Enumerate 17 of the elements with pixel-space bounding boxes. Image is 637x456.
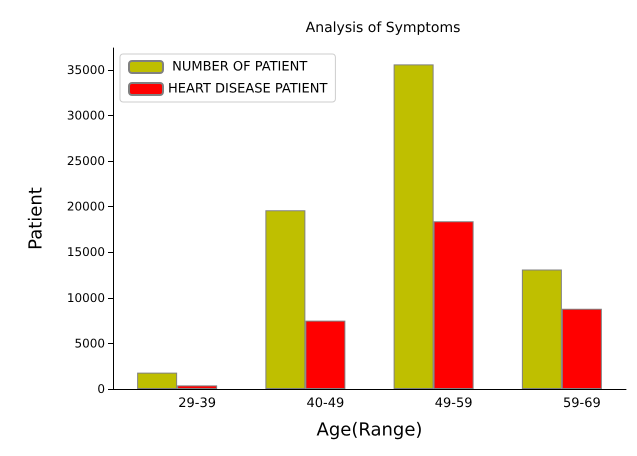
y-tick-label: 35000 xyxy=(66,62,105,77)
x-tick-label: 29-39 xyxy=(178,396,216,411)
y-axis-title: Patient xyxy=(26,187,46,250)
x-axis-title: Age(Range) xyxy=(316,420,422,440)
chart-title: Analysis of Symptoms xyxy=(306,20,460,36)
y-tick-label: 0 xyxy=(97,382,105,396)
legend-label: HEART DISEASE PATIENT xyxy=(168,82,328,96)
x-tick-label: 40-49 xyxy=(306,396,344,411)
y-tick-label: 5000 xyxy=(74,336,105,350)
legend-label: NUMBER OF PATIENT xyxy=(168,60,308,74)
y-tick-label: 15000 xyxy=(66,245,105,260)
y-tick-label: 25000 xyxy=(66,154,105,168)
x-tick-label: 49-59 xyxy=(434,396,473,411)
y-tick-label: 30000 xyxy=(66,108,105,122)
y-tick-label: 20000 xyxy=(66,200,105,214)
x-tick-label: 59-69 xyxy=(562,396,601,411)
y-tick-label: 10000 xyxy=(66,290,105,305)
